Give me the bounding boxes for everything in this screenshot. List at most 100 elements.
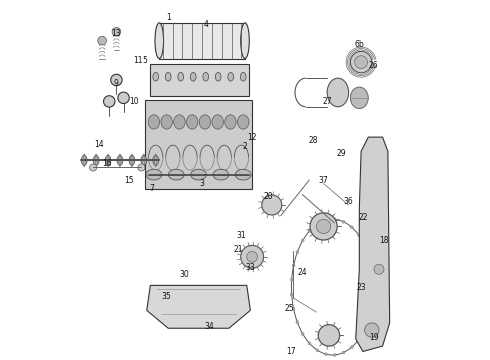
Ellipse shape — [103, 96, 115, 107]
Text: 16: 16 — [103, 159, 112, 168]
Circle shape — [290, 278, 293, 281]
Ellipse shape — [81, 156, 87, 165]
Circle shape — [318, 325, 340, 346]
Ellipse shape — [241, 23, 249, 59]
Text: 20: 20 — [264, 192, 273, 201]
Ellipse shape — [174, 115, 185, 129]
Circle shape — [316, 349, 318, 352]
Circle shape — [364, 245, 367, 248]
Circle shape — [296, 321, 299, 324]
Ellipse shape — [215, 72, 221, 81]
Circle shape — [358, 234, 361, 237]
Ellipse shape — [203, 72, 209, 81]
Ellipse shape — [238, 115, 249, 129]
Text: 36: 36 — [343, 197, 353, 206]
Text: 23: 23 — [356, 283, 366, 292]
Circle shape — [317, 219, 331, 234]
Ellipse shape — [213, 169, 229, 180]
Text: 25: 25 — [285, 304, 294, 313]
Ellipse shape — [117, 156, 123, 165]
Text: 3: 3 — [200, 179, 204, 188]
Circle shape — [342, 220, 345, 223]
Circle shape — [372, 286, 375, 289]
Circle shape — [372, 286, 375, 289]
Circle shape — [368, 314, 371, 317]
Ellipse shape — [165, 72, 171, 81]
Text: 4: 4 — [203, 20, 208, 29]
Text: 31: 31 — [237, 231, 246, 240]
Text: 26: 26 — [369, 61, 378, 70]
Circle shape — [358, 337, 361, 340]
Circle shape — [324, 219, 327, 222]
Ellipse shape — [190, 72, 196, 81]
Circle shape — [350, 346, 353, 348]
Ellipse shape — [212, 115, 223, 129]
Text: 24: 24 — [297, 268, 307, 277]
Polygon shape — [147, 285, 250, 328]
Circle shape — [98, 36, 106, 45]
Bar — [150, 64, 248, 96]
Circle shape — [292, 264, 295, 267]
Circle shape — [292, 307, 295, 310]
Text: 35: 35 — [162, 292, 172, 301]
Circle shape — [371, 271, 374, 274]
Text: 18: 18 — [380, 236, 389, 245]
Circle shape — [342, 351, 345, 354]
Circle shape — [350, 226, 353, 229]
Text: 29: 29 — [337, 149, 346, 158]
Bar — [145, 100, 252, 189]
Circle shape — [333, 354, 336, 356]
Circle shape — [324, 353, 327, 356]
Text: 28: 28 — [308, 136, 318, 145]
Ellipse shape — [178, 72, 184, 81]
Ellipse shape — [105, 156, 111, 165]
Circle shape — [296, 251, 299, 253]
Ellipse shape — [199, 115, 211, 129]
Ellipse shape — [350, 87, 368, 109]
Ellipse shape — [118, 92, 129, 104]
Polygon shape — [356, 137, 390, 351]
Text: 15: 15 — [124, 176, 134, 185]
Text: 17: 17 — [287, 347, 296, 356]
Ellipse shape — [241, 72, 246, 81]
Text: 5: 5 — [143, 56, 147, 65]
Text: 13: 13 — [112, 29, 121, 38]
Ellipse shape — [327, 78, 348, 107]
Ellipse shape — [153, 72, 159, 81]
Circle shape — [374, 264, 384, 274]
Text: 30: 30 — [179, 270, 189, 279]
Ellipse shape — [191, 169, 206, 180]
Ellipse shape — [169, 169, 184, 180]
Text: 37: 37 — [318, 176, 328, 185]
Circle shape — [262, 195, 282, 215]
Circle shape — [371, 300, 374, 303]
Ellipse shape — [153, 156, 159, 165]
Text: 19: 19 — [369, 333, 378, 342]
Circle shape — [308, 342, 311, 345]
Circle shape — [301, 332, 304, 335]
Text: 11: 11 — [133, 56, 143, 65]
Ellipse shape — [138, 164, 145, 171]
Ellipse shape — [141, 156, 147, 165]
Text: 10: 10 — [129, 97, 139, 106]
Ellipse shape — [148, 115, 160, 129]
Circle shape — [333, 218, 336, 221]
Bar — [159, 23, 245, 59]
Ellipse shape — [93, 156, 99, 165]
Circle shape — [112, 27, 121, 36]
Circle shape — [247, 251, 258, 262]
Text: 9: 9 — [114, 79, 119, 88]
Ellipse shape — [228, 72, 234, 81]
Circle shape — [364, 327, 367, 330]
Text: 21: 21 — [233, 245, 243, 254]
Text: 6b: 6b — [354, 40, 364, 49]
Text: 2: 2 — [243, 141, 247, 150]
Ellipse shape — [155, 23, 164, 59]
Ellipse shape — [225, 115, 236, 129]
Ellipse shape — [146, 169, 162, 180]
Ellipse shape — [235, 169, 251, 180]
Ellipse shape — [111, 74, 122, 86]
Text: 7: 7 — [149, 184, 154, 193]
Circle shape — [310, 213, 337, 240]
Text: 12: 12 — [247, 132, 257, 141]
